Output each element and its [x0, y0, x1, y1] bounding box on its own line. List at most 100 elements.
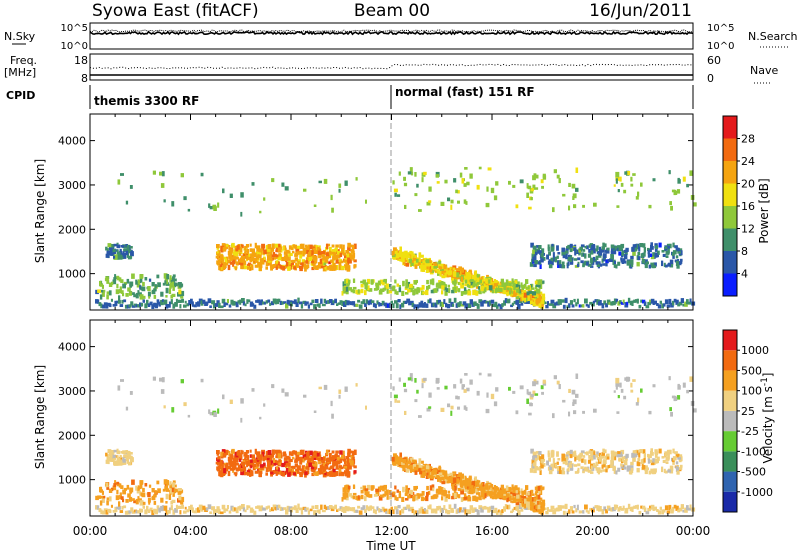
velocity-cell [677, 383, 680, 387]
velocity-cell [506, 496, 509, 503]
power-cell [543, 301, 547, 305]
velocity-cell [538, 509, 542, 514]
power-cell [547, 244, 550, 250]
velocity-cell [193, 510, 197, 514]
velocity-cell [113, 461, 116, 465]
velocity-cell [405, 485, 408, 491]
power-cell [537, 279, 541, 285]
power-cell [624, 171, 628, 175]
power-cell [649, 248, 652, 253]
velocity-cell [431, 484, 435, 489]
velocity-cell [671, 506, 675, 512]
velocity-cell [130, 507, 134, 512]
velocity-cell [552, 458, 555, 464]
ytick-label: 2000 [58, 429, 86, 442]
power-cell [162, 282, 166, 286]
power-cell [109, 251, 112, 256]
velocity-cell [618, 451, 623, 457]
velocity-cell [588, 450, 592, 454]
velocity-cell [97, 495, 101, 499]
power-cell [447, 270, 452, 276]
power-cell [616, 205, 620, 208]
velocity-cell [283, 507, 287, 510]
velocity-cell [403, 382, 406, 387]
power-cell [405, 292, 409, 295]
velocity-cell [188, 506, 192, 512]
velocity-cell [642, 449, 646, 454]
power-cell [599, 300, 602, 306]
velocity-cell [527, 501, 530, 507]
velocity-cell [272, 470, 277, 473]
power-cell [223, 262, 227, 268]
power-cell [380, 288, 384, 292]
velocity-cell [113, 483, 117, 487]
power-cell [272, 264, 277, 267]
velocity-cell [687, 507, 692, 511]
power-cell [417, 288, 420, 293]
velocity-cell [299, 456, 303, 461]
velocity-cell [433, 494, 438, 499]
velocity-cell [557, 458, 561, 461]
nave-label: Nave [750, 64, 778, 77]
power-cell [569, 300, 573, 305]
power-cell [342, 286, 345, 291]
power-cell [302, 253, 305, 257]
power-cell [492, 285, 495, 290]
power-cell [515, 299, 520, 305]
velocity-cell [601, 452, 605, 456]
velocity-cell [547, 450, 550, 456]
velocity-cell [582, 455, 586, 458]
power-cell [318, 180, 322, 184]
power-cell [278, 264, 282, 269]
power-cell [334, 248, 337, 253]
power-cell [532, 300, 535, 305]
velocity-cell [400, 458, 405, 462]
power-cell [524, 292, 528, 298]
velocity-cell [486, 392, 489, 398]
power-cell [675, 247, 680, 252]
power-cell [170, 294, 174, 299]
velocity-cell [352, 492, 357, 496]
power-cell [626, 260, 631, 266]
power-cell [329, 246, 332, 252]
velocity-cell [328, 459, 332, 464]
power-cell [320, 261, 325, 267]
velocity-cell [132, 511, 136, 514]
power-cell [479, 279, 482, 284]
power-cell [672, 250, 677, 255]
power-cell [226, 299, 229, 304]
velocity-cell [343, 508, 347, 513]
velocity-cell [407, 377, 412, 381]
power-cell [280, 249, 283, 253]
nave-tick-top: 60 [707, 54, 721, 67]
noise-left-label: N.Sky [4, 30, 36, 43]
velocity-cell [340, 466, 344, 470]
velocity-cell [412, 459, 416, 463]
velocity-cell [280, 471, 283, 476]
power-cell [439, 271, 442, 277]
velocity-cell [427, 491, 431, 495]
velocity-cell [441, 487, 446, 492]
velocity-cell [253, 510, 257, 515]
power-cell [540, 179, 544, 184]
power-cell [464, 276, 468, 282]
velocity-cell [677, 509, 681, 513]
power-cell [614, 260, 616, 264]
power-cell [217, 262, 221, 265]
velocity-cell [586, 467, 589, 472]
power-cell [497, 303, 500, 307]
power-cell [136, 283, 141, 288]
velocity-cell [509, 496, 512, 501]
power-cell [278, 253, 282, 257]
power-cell [407, 171, 412, 175]
velocity-cell [613, 455, 617, 461]
velocity-cell [610, 465, 613, 468]
power-cell [216, 251, 219, 255]
power-cell [98, 302, 102, 307]
velocity-cell [401, 508, 405, 514]
velocity-cell [270, 473, 273, 477]
velocity-cell [511, 508, 515, 512]
power-cell [385, 283, 389, 289]
power-cell [427, 285, 431, 289]
power-cell [534, 252, 538, 256]
